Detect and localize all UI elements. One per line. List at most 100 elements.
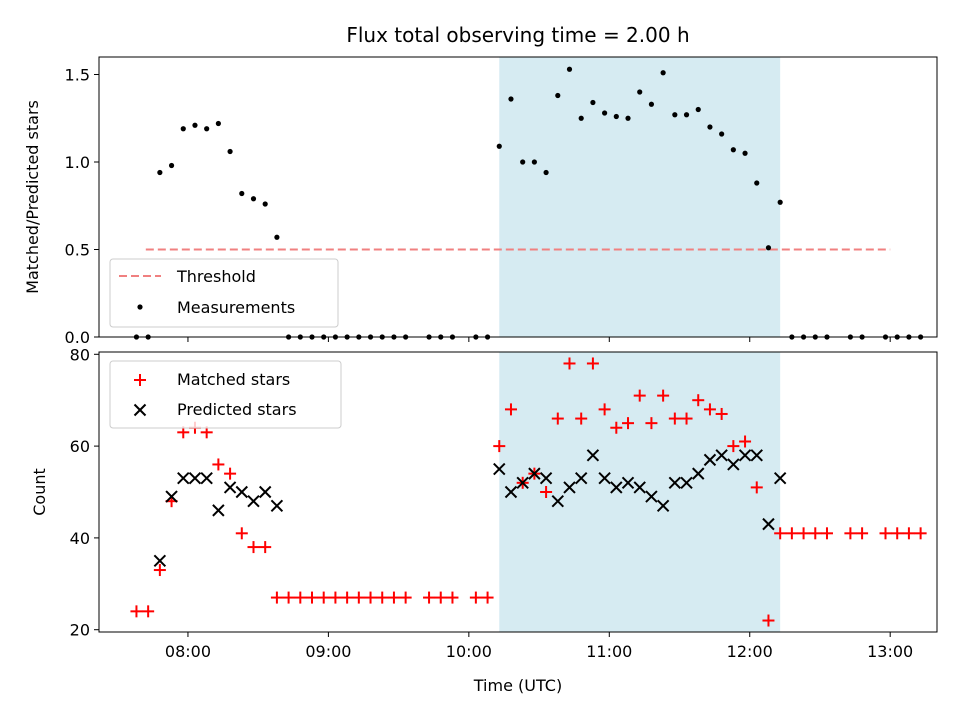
matched-star-point xyxy=(820,527,833,540)
matched-star-point xyxy=(399,591,412,604)
measurement-point xyxy=(754,180,760,186)
matched-star-point xyxy=(551,412,564,425)
ratio-y-axis-label: Matched/Predicted stars xyxy=(23,100,42,294)
x-tick-label: 09:00 xyxy=(305,642,351,661)
matched-star-point xyxy=(645,417,658,430)
measurement-point xyxy=(180,126,186,132)
predicted-star-point xyxy=(153,554,167,568)
y-tick-label: 1.5 xyxy=(65,66,90,85)
ratio-y-ticks: 0.0 0.5 1.0 1.5 xyxy=(65,66,99,347)
measurement-point xyxy=(765,245,772,251)
matched-star-point xyxy=(598,403,611,416)
predicted-star-point xyxy=(656,499,670,512)
predicted-legend-label: Predicted stars xyxy=(177,400,297,419)
matched-stars-points xyxy=(130,357,927,627)
matched-star-point xyxy=(540,486,553,498)
ratio-axes-frame xyxy=(98,56,938,338)
predicted-star-point xyxy=(493,462,506,476)
measurement-point xyxy=(625,115,631,121)
matched-star-point xyxy=(469,591,482,604)
measurement-point xyxy=(520,159,526,165)
measurement-point xyxy=(157,169,163,176)
measurement-point xyxy=(192,122,198,128)
predicted-star-point xyxy=(750,449,763,462)
measurement-point xyxy=(707,124,713,130)
measurement-point xyxy=(683,112,690,118)
measurement-point xyxy=(590,99,596,106)
matched-star-point xyxy=(235,527,248,540)
predicted-star-point xyxy=(563,481,576,494)
x-tick-label: 08:00 xyxy=(165,642,211,661)
count-legend: Matched stars Predicted stars xyxy=(109,360,342,429)
measurement-point xyxy=(777,199,783,205)
measurement-point xyxy=(660,70,666,76)
predicted-star-point xyxy=(504,485,518,499)
matched-star-point xyxy=(809,527,822,540)
count-y-axis-label: Count xyxy=(30,468,49,516)
x-axis-label: Time (UTC) xyxy=(473,676,562,695)
matched-star-point xyxy=(586,357,599,370)
matched-star-point xyxy=(657,389,670,402)
predicted-star-point xyxy=(621,476,635,490)
predicted-stars-points xyxy=(153,449,787,568)
matched-star-point xyxy=(563,357,576,370)
matched-star-point xyxy=(692,394,705,407)
matched-star-point xyxy=(680,412,693,425)
measurement-point xyxy=(239,190,245,197)
measurement-point xyxy=(566,66,573,72)
predicted-star-point xyxy=(574,472,588,485)
predicted-star-point xyxy=(165,490,178,503)
ratio-panel: 0.0 0.5 1.0 1.5 Matched/Predicted stars Thr… xyxy=(23,56,938,347)
predicted-star-point xyxy=(177,472,190,485)
predicted-star-point xyxy=(516,476,529,490)
ratio-legend: Threshold Measurements xyxy=(109,258,339,328)
measurement-point xyxy=(555,92,561,99)
measurement-point xyxy=(204,126,210,132)
measurement-point xyxy=(496,143,502,149)
predicted-star-point xyxy=(247,494,260,508)
predicted-star-point xyxy=(773,472,787,485)
measurement-point xyxy=(531,159,537,165)
matched-star-point xyxy=(387,591,400,604)
predicted-star-point xyxy=(212,504,225,517)
predicted-star-point xyxy=(727,458,740,471)
matched-star-point xyxy=(481,591,494,604)
predicted-star-point xyxy=(235,485,248,499)
matched-star-point xyxy=(270,591,283,604)
measurement-point xyxy=(742,150,748,156)
predicted-star-point xyxy=(762,517,775,531)
measurement-point xyxy=(215,120,221,127)
matched-star-point xyxy=(364,591,377,604)
count-y-ticks: 20 40 60 80 xyxy=(70,345,99,640)
matched-star-point xyxy=(294,591,307,604)
measurement-point xyxy=(602,110,608,116)
measurement-point xyxy=(672,112,678,118)
measurement-point xyxy=(730,147,736,153)
predicted-star-point xyxy=(270,499,284,512)
matched-star-point xyxy=(844,527,857,540)
matched-star-point xyxy=(341,591,354,604)
matched-star-point xyxy=(329,591,342,604)
matched-star-point xyxy=(306,591,319,604)
predicted-star-point xyxy=(738,449,752,462)
y-tick-label: 1.0 xyxy=(65,153,90,172)
measurement-point xyxy=(227,148,233,155)
matched-star-point xyxy=(504,403,517,416)
matched-star-point xyxy=(633,389,646,402)
matched-star-point xyxy=(575,412,588,425)
measurements-legend-swatch xyxy=(137,304,143,310)
count-legend-box xyxy=(109,360,342,429)
predicted-star-point xyxy=(598,472,611,485)
y-tick-label: 60 xyxy=(70,437,90,456)
ratio-x-ticks xyxy=(187,337,891,342)
measurement-point xyxy=(578,115,584,121)
matched-star-point xyxy=(797,527,810,540)
predicted-star-point xyxy=(715,449,728,462)
matched-star-point xyxy=(891,527,904,540)
matched-star-point xyxy=(352,591,365,604)
matched-star-point xyxy=(224,467,237,480)
count-x-ticks: 08:00 09:00 10:00 11:00 12:00 13:00 xyxy=(165,632,913,661)
